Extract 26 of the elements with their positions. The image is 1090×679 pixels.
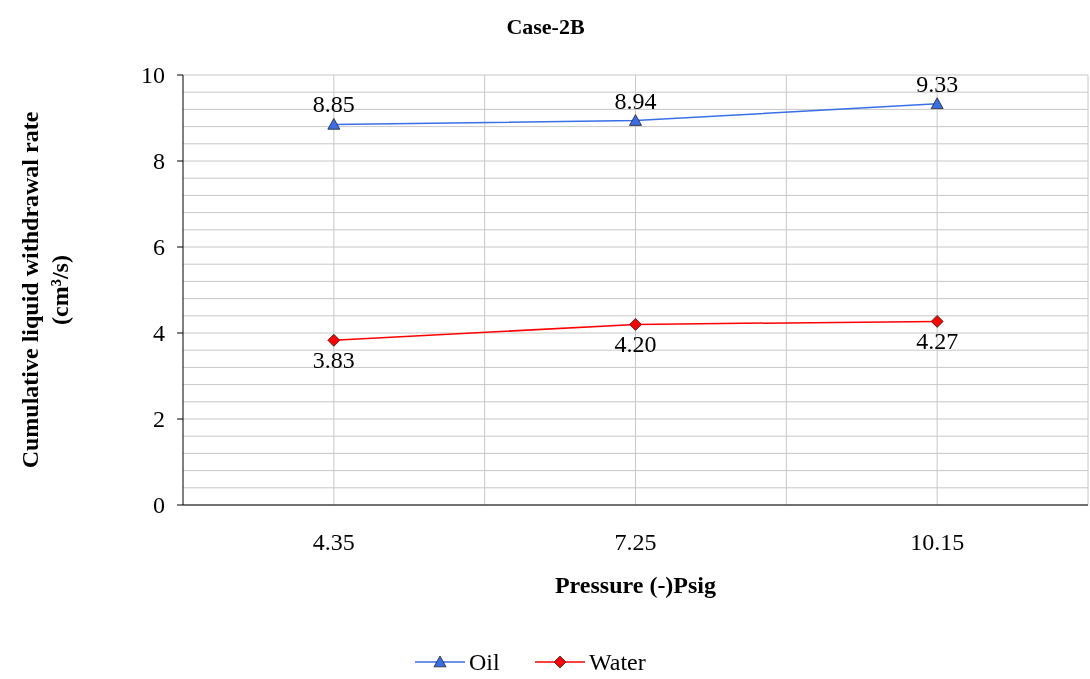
data-label: 4.20 — [614, 331, 657, 358]
legend-label: Water — [589, 649, 646, 676]
point — [930, 97, 944, 110]
data-label: 8.85 — [312, 91, 355, 118]
y-tick-label: 6 — [153, 234, 165, 261]
y-axis-title: Cumulative liquid withdrawal rate (cm³/s) — [17, 111, 73, 469]
point — [629, 318, 642, 331]
x-axis-title: Pressure (-)Psig — [554, 572, 717, 598]
y-tick-label: 2 — [153, 406, 165, 433]
y-tick-label: 10 — [141, 62, 165, 89]
chart-title: Case-2B — [506, 14, 585, 39]
data-label: 8.94 — [614, 87, 657, 114]
data-label: 4.27 — [916, 328, 959, 355]
y-tick-label: 4 — [153, 320, 165, 347]
data-label: 9.33 — [916, 70, 959, 97]
x-tick-label: 4.35 — [312, 529, 355, 555]
y-tick-label: 0 — [153, 492, 165, 519]
x-tick-label: 7.25 — [614, 529, 657, 555]
point — [930, 314, 944, 328]
point — [327, 333, 341, 347]
data-label: 3.83 — [312, 347, 355, 374]
x-tick-label: 10.15 — [910, 529, 965, 555]
y-tick-label: 8 — [153, 148, 165, 175]
point — [629, 114, 642, 126]
point — [327, 118, 341, 130]
legend-label: Oil — [469, 649, 500, 676]
